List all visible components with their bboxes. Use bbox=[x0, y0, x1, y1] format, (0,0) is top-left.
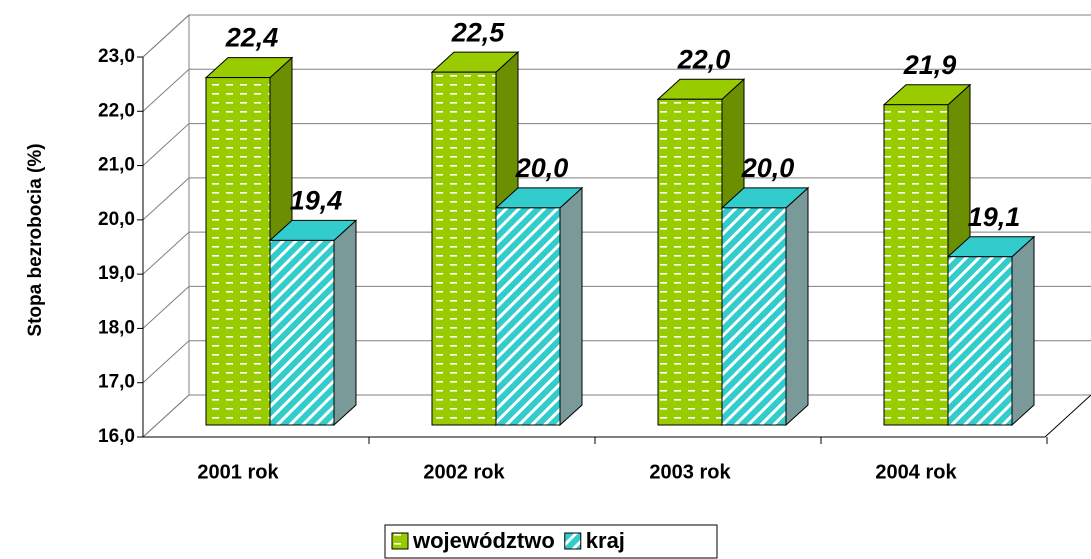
y-tick-label: 19,0 bbox=[98, 263, 135, 284]
value-label: 22,4 bbox=[225, 23, 279, 53]
grid-line bbox=[142, 123, 1091, 166]
y-tick-label: 16,0 bbox=[98, 426, 135, 447]
x-tick-label: 2004 rok bbox=[875, 461, 957, 483]
legend-swatch bbox=[564, 532, 582, 550]
x-tick-label: 2001 rok bbox=[197, 461, 279, 483]
y-tick-label: 22,0 bbox=[98, 100, 135, 121]
value-label: 20,0 bbox=[741, 153, 795, 183]
grid-line bbox=[142, 68, 1091, 112]
bar bbox=[495, 207, 561, 426]
x-tick-label: 2003 rok bbox=[649, 461, 731, 483]
bar bbox=[883, 104, 949, 426]
bar bbox=[657, 98, 723, 426]
legend-swatch bbox=[391, 532, 409, 550]
bar bbox=[205, 77, 271, 426]
y-tick-label: 17,0 bbox=[98, 372, 135, 393]
grid-line bbox=[142, 14, 1091, 58]
bar bbox=[721, 207, 787, 426]
legend: województwo kraj bbox=[384, 524, 718, 559]
x-tick-label: 2002 rok bbox=[423, 461, 505, 483]
y-tick-label: 20,0 bbox=[98, 209, 135, 230]
bar bbox=[269, 239, 335, 426]
back-wall bbox=[142, 13, 190, 439]
bar-side bbox=[785, 186, 809, 427]
bar-side bbox=[333, 219, 357, 427]
bar bbox=[431, 71, 497, 426]
bar bbox=[947, 256, 1013, 426]
value-label: 22,0 bbox=[677, 44, 731, 74]
legend-box bbox=[384, 524, 718, 559]
value-label: 22,5 bbox=[451, 17, 506, 47]
legend-label: województwo bbox=[412, 528, 555, 553]
floor bbox=[143, 394, 1091, 438]
value-label: 21,9 bbox=[903, 50, 957, 80]
value-label: 19,1 bbox=[968, 202, 1021, 232]
bar-side bbox=[559, 186, 583, 427]
y-tick-label: 23,0 bbox=[98, 46, 135, 67]
grid-line bbox=[142, 177, 1091, 221]
bar-side bbox=[1011, 235, 1035, 427]
y-tick-label: 18,0 bbox=[98, 317, 135, 338]
value-label: 19,4 bbox=[290, 186, 343, 216]
legend-label: kraj bbox=[586, 528, 625, 553]
y-axis-title: Stopa bezrobocia (%) bbox=[25, 143, 46, 336]
y-tick-label: 21,0 bbox=[98, 155, 135, 176]
value-label: 20,0 bbox=[515, 153, 569, 183]
